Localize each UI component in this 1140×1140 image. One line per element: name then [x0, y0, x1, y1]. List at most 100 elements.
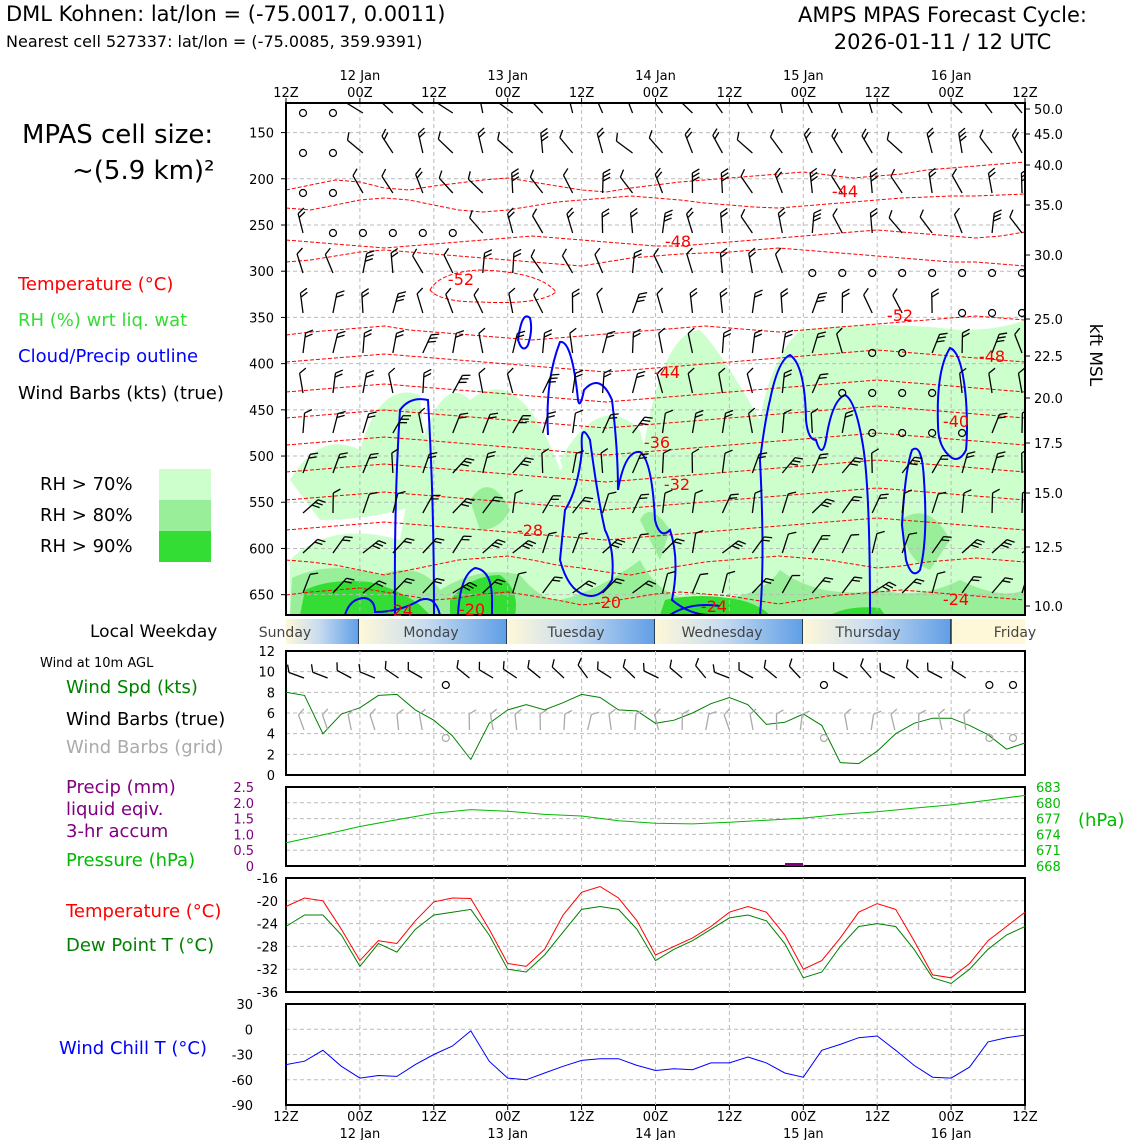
sounding-wind-barb — [561, 248, 574, 274]
barb-flag — [656, 171, 663, 179]
wind-ytick-label: 10 — [258, 666, 275, 681]
barb-flag — [845, 410, 854, 414]
barb-flag — [469, 210, 473, 219]
pressure-ytick-label: 683 — [1036, 781, 1061, 796]
barb-flag — [552, 495, 561, 497]
barb-staff — [890, 714, 896, 731]
barb-flag — [344, 536, 353, 539]
barb-staff — [723, 714, 731, 731]
sounding-wind-barb — [841, 496, 862, 514]
barb-staff — [312, 671, 328, 679]
barb-flag — [664, 209, 673, 214]
barb-flag — [564, 709, 573, 715]
barb-flag — [784, 369, 793, 374]
barb-flag — [740, 208, 746, 217]
sounding-wind-barb — [691, 448, 700, 474]
sounding-wind-barb — [774, 247, 783, 274]
barb-staff — [634, 713, 637, 731]
barb-flag — [754, 293, 763, 298]
sounding-wind-barb — [953, 207, 963, 234]
barb-flag — [743, 92, 751, 99]
barb-flag — [497, 578, 506, 583]
barb-flag — [337, 410, 346, 415]
sounding-wind-barb — [961, 539, 985, 554]
barb-flag — [870, 207, 878, 214]
barb-flag — [577, 657, 582, 666]
barb-flag — [602, 176, 611, 182]
legend-rh90-swatch — [159, 531, 211, 562]
surface-wind-barb-true — [622, 658, 636, 679]
barb-flag — [783, 373, 792, 378]
cell-size-value: ~(5.9 km)² — [72, 156, 215, 186]
sounding-wind-barb — [416, 287, 424, 314]
sounding-wind-barb — [407, 103, 424, 114]
barb-flag — [754, 329, 763, 334]
barb-flag — [431, 333, 440, 336]
barb-flag — [825, 577, 834, 580]
barb-staff — [298, 373, 304, 394]
barb-flag — [727, 570, 736, 575]
barb-flag — [780, 288, 789, 294]
sounding-wind-barb — [324, 247, 334, 274]
sounding-wind-barb — [1021, 488, 1025, 514]
top-time-tick-label: 00Z — [791, 86, 817, 101]
barb-staff — [661, 213, 666, 234]
sounding-wind-barb — [781, 329, 794, 354]
temperature-contour-label: -48 — [979, 347, 1005, 366]
wind-ytick-label: 0 — [267, 769, 275, 784]
barb-flag — [890, 168, 896, 177]
barb-flag — [633, 328, 641, 334]
surface-wind-barb-grid — [586, 711, 600, 731]
barb-flag — [467, 171, 471, 180]
barb-flag — [372, 544, 381, 550]
barb-staff — [422, 372, 425, 394]
temperature-contour-label: -20 — [595, 593, 621, 612]
forecast-cycle-title: AMPS MPAS Forecast Cycle: 2026-01-11 / 1… — [770, 2, 1115, 56]
sounding-wind-barb — [1021, 448, 1025, 474]
barb-flag — [418, 708, 426, 715]
surface-wind-barb-true — [860, 658, 872, 679]
sounding-wind-barb — [497, 131, 514, 154]
barb-staff — [467, 178, 484, 194]
barb-flag — [922, 88, 930, 95]
sounding-wind-barb — [631, 493, 650, 514]
barb-staff — [443, 254, 454, 274]
barb-flag — [622, 658, 626, 668]
barb-flag — [695, 529, 704, 534]
barb-staff — [631, 534, 642, 554]
barb-flag — [818, 376, 827, 379]
barb-flag — [778, 92, 786, 97]
barb-flag — [430, 498, 439, 500]
barb-flag — [584, 496, 594, 500]
barb-flag — [391, 251, 399, 258]
barb-flag — [978, 90, 986, 97]
barb-staff — [529, 176, 544, 194]
sounding-wind-barb — [422, 494, 441, 514]
weekday-segment — [286, 619, 359, 644]
sounding-wind-barb — [422, 537, 445, 554]
barb-staff — [886, 139, 903, 154]
barb-flag — [396, 294, 406, 299]
barb-flag — [339, 452, 348, 455]
cloud-outline — [669, 604, 721, 615]
barb-flag — [575, 369, 584, 374]
temperature-contour-label: -24 — [701, 597, 727, 616]
barb-flag — [480, 96, 488, 101]
barb-flag — [816, 299, 825, 303]
barb-flag — [415, 167, 422, 175]
sounding-wind-barb — [886, 103, 903, 114]
barb-staff — [691, 574, 701, 594]
barb-flag — [938, 491, 947, 495]
barb-flag — [686, 131, 693, 139]
barb-flag — [456, 659, 459, 669]
barb-flag — [517, 330, 526, 335]
calm-wind-marker — [1017, 268, 1025, 278]
calm-wind-marker — [819, 733, 829, 743]
temperature-contour-label: -24 — [943, 590, 969, 609]
sounding-wind-barb — [991, 412, 1008, 434]
sounding-wind-barb — [691, 409, 704, 434]
bottom-time-tick-label: 12Z — [864, 1110, 890, 1125]
barb-flag — [511, 172, 520, 178]
barb-staff — [531, 215, 544, 234]
